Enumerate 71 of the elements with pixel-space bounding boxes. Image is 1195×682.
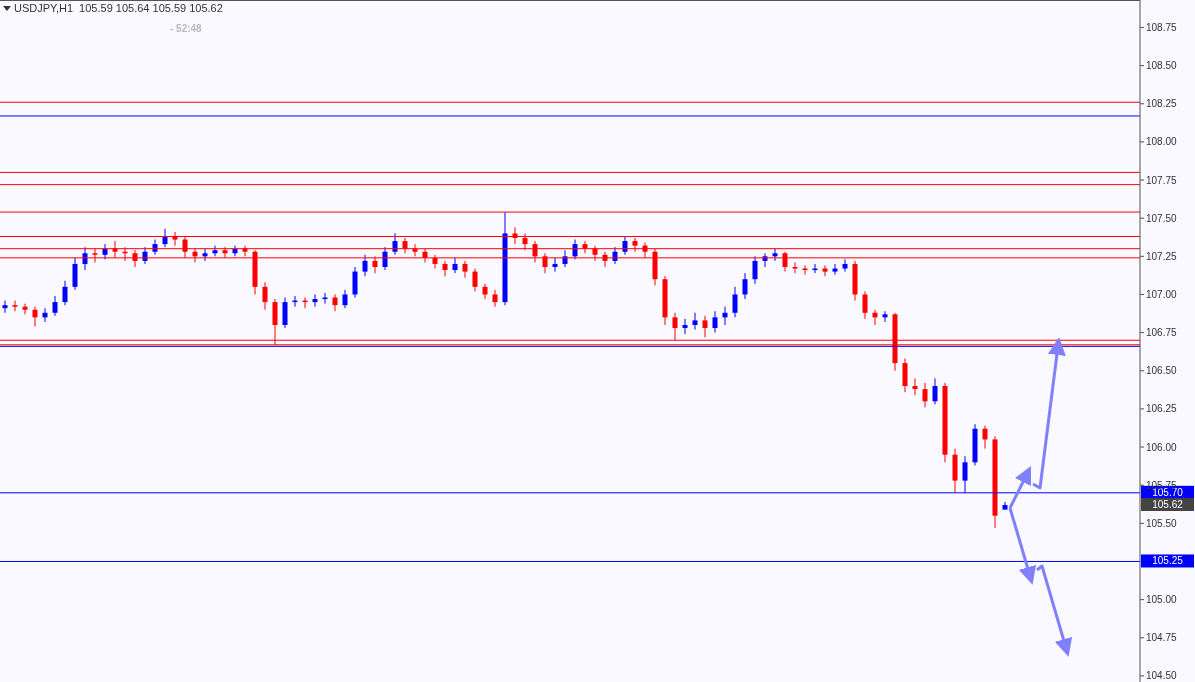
y-tick-label: 105.50	[1146, 517, 1178, 529]
y-tick-label: 104.50	[1146, 670, 1178, 682]
candlestick	[162, 228, 168, 248]
candlestick	[832, 263, 838, 276]
y-tick-label: 107.75	[1146, 174, 1178, 186]
candlestick	[452, 257, 458, 274]
y-tick-label: 107.00	[1146, 289, 1178, 301]
y-tick-label: 108.50	[1146, 60, 1178, 72]
candlestick	[442, 260, 448, 277]
candlestick	[312, 293, 318, 308]
candlestick	[732, 286, 738, 318]
y-tick-label: 104.75	[1146, 632, 1178, 644]
candlestick	[62, 280, 68, 306]
candlestick	[382, 246, 388, 271]
candlestick	[352, 266, 358, 299]
candlestick	[622, 235, 628, 256]
candlestick	[462, 260, 468, 279]
candlestick	[392, 232, 398, 256]
ref-line-label: 105.25	[1152, 555, 1184, 567]
y-tick-label: 108.75	[1146, 22, 1178, 34]
candlestick	[22, 303, 28, 315]
candlestick	[752, 255, 758, 285]
candlestick	[2, 300, 8, 314]
y-tick-label: 106.50	[1146, 365, 1178, 377]
candlestick	[32, 306, 38, 328]
candlestick	[82, 246, 88, 271]
candlestick	[712, 310, 718, 334]
y-tick-label: 106.00	[1146, 441, 1178, 453]
candlestick	[552, 257, 558, 273]
candlestick	[842, 258, 848, 273]
candlestick	[912, 377, 918, 396]
candlestick	[362, 254, 368, 277]
candlestick	[202, 248, 208, 262]
candlestick	[902, 358, 908, 393]
candlestick	[882, 310, 888, 323]
candlestick	[692, 312, 698, 331]
y-tick-label: 106.75	[1146, 327, 1178, 339]
candlestick	[492, 289, 498, 308]
candlestick	[742, 272, 748, 300]
annotation: - 52:48	[170, 23, 202, 34]
price-tag: 105.62	[1141, 498, 1194, 511]
candlestick	[52, 295, 58, 317]
candlestick	[702, 315, 708, 338]
chart-title: USDJPY,H1	[14, 2, 74, 14]
candlestick	[922, 382, 928, 408]
y-tick-label: 107.50	[1146, 212, 1178, 224]
candlestick	[932, 377, 938, 405]
y-tick-label: 106.25	[1146, 403, 1178, 415]
chart-subtitle: 105.59 105.64 105.59 105.62	[79, 2, 223, 14]
candlestick	[262, 281, 268, 311]
y-tick-label: 108.25	[1146, 98, 1178, 110]
y-tick-label: 107.25	[1146, 250, 1178, 262]
candlestick	[342, 289, 348, 309]
candlestick	[682, 318, 688, 335]
candlestick	[822, 264, 828, 277]
candlestick	[332, 293, 338, 312]
candlestick	[792, 261, 798, 274]
candlestick	[282, 297, 288, 329]
candlestick	[472, 268, 478, 292]
candlestick	[862, 290, 868, 320]
candlestick	[482, 283, 488, 300]
candlestick	[982, 425, 988, 450]
candlestick	[152, 239, 158, 256]
candlestick	[772, 248, 778, 262]
candlestick	[212, 245, 218, 257]
candlestick	[12, 300, 18, 312]
candlestick	[562, 249, 568, 268]
y-tick-label: 105.00	[1146, 594, 1178, 606]
candlestick	[102, 243, 108, 260]
y-tick-label: 108.00	[1146, 136, 1178, 148]
candlestick	[72, 257, 78, 291]
